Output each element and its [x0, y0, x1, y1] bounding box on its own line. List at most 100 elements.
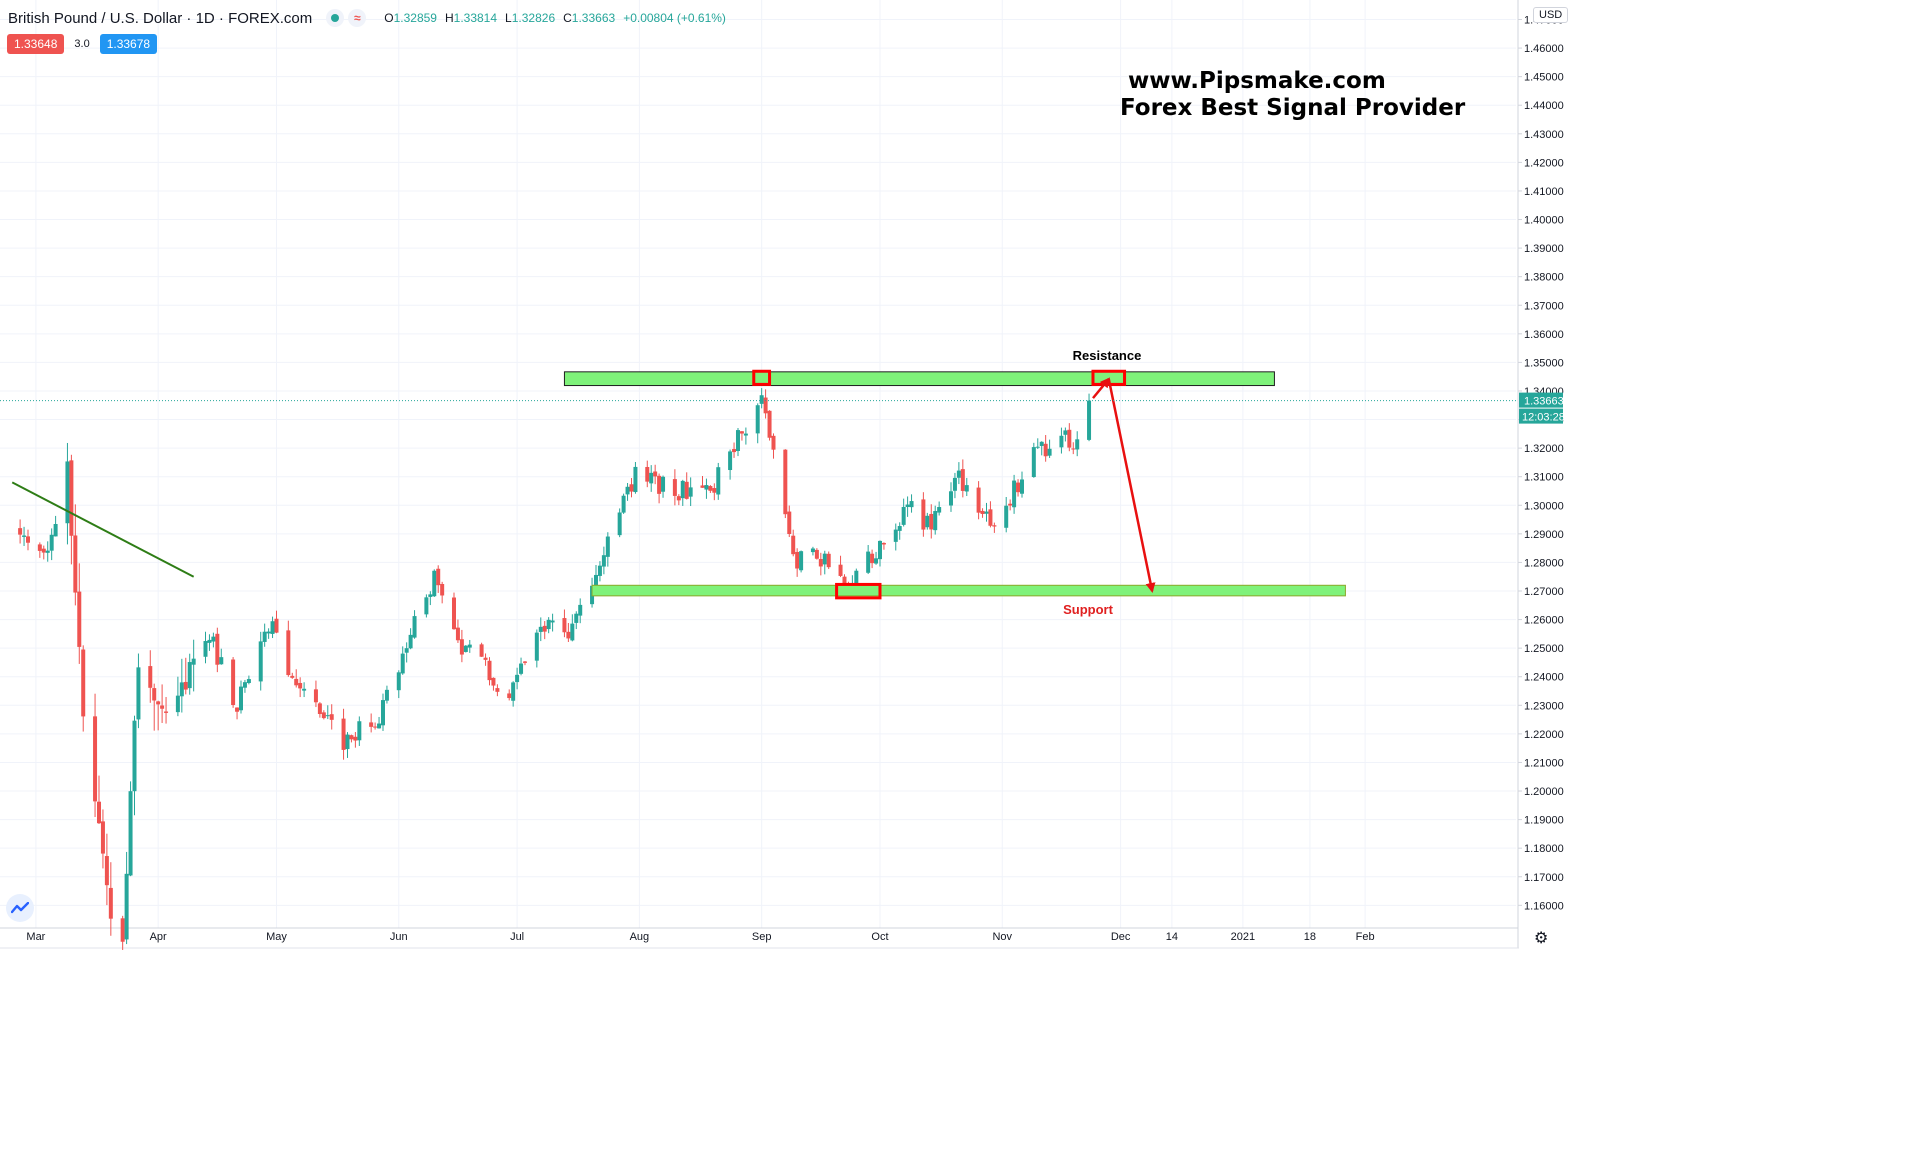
- candle-up: [546, 617, 551, 634]
- symbol-title[interactable]: British Pound / U.S. Dollar · 1D · FOREX…: [8, 9, 313, 27]
- candle-up: [380, 693, 385, 731]
- gear-icon[interactable]: ⚙: [1534, 930, 1549, 947]
- candle-up: [578, 598, 583, 624]
- data-delay-icon[interactable]: ≈: [348, 9, 367, 27]
- candle-body: [645, 466, 650, 482]
- candle-down: [708, 485, 713, 493]
- candle-up: [325, 705, 330, 720]
- candle-body: [921, 499, 926, 530]
- candle-body: [463, 645, 468, 652]
- candle-down: [451, 592, 456, 630]
- candle-body: [451, 597, 456, 630]
- candle-down: [81, 645, 86, 732]
- grid: [0, 0, 1516, 928]
- candle-body: [893, 529, 898, 542]
- candle-down: [929, 504, 934, 539]
- candle-down: [712, 483, 717, 501]
- candles: [18, 388, 1092, 950]
- candle-body: [479, 644, 484, 657]
- candle-body: [601, 555, 606, 567]
- candle-down: [120, 915, 125, 950]
- candle-body: [799, 551, 804, 571]
- candle-body: [53, 523, 58, 537]
- candle-up: [925, 512, 930, 530]
- candle-body: [519, 663, 524, 674]
- candle-body: [317, 703, 322, 715]
- candle-body: [1059, 435, 1064, 448]
- candle-body: [771, 435, 776, 450]
- candle-up: [428, 591, 433, 606]
- candle-up: [688, 477, 693, 507]
- candle-down: [373, 722, 378, 730]
- last-price-badge: [1519, 392, 1563, 408]
- candle-body: [984, 511, 989, 514]
- candle-down: [436, 565, 441, 593]
- candle-up: [207, 634, 212, 651]
- candle-body: [661, 476, 666, 492]
- candle-body: [838, 564, 843, 576]
- candle-down: [921, 492, 926, 537]
- candle-down: [838, 555, 843, 578]
- candle-body: [877, 540, 882, 560]
- candle-body: [826, 553, 831, 568]
- y-tick-label: 1.29000: [1524, 529, 1564, 541]
- candle-body: [321, 712, 326, 719]
- candle-body: [562, 618, 567, 633]
- candle-body: [266, 631, 271, 634]
- candle-down: [1067, 423, 1072, 452]
- candle-up: [191, 639, 196, 692]
- support-label: Support: [1063, 602, 1113, 617]
- candle-up: [1047, 439, 1052, 458]
- candle-body: [231, 659, 236, 705]
- y-tick-label: 1.44000: [1524, 100, 1564, 112]
- candle-up: [661, 475, 666, 498]
- candle-down: [483, 653, 488, 666]
- candle-body: [937, 507, 942, 513]
- candle-body: [77, 591, 82, 647]
- candle-body: [132, 720, 137, 792]
- currency-button[interactable]: USD: [1533, 7, 1569, 23]
- candle-down: [491, 677, 496, 691]
- candle-down: [960, 459, 965, 498]
- y-tick-label: 1.30000: [1524, 500, 1564, 512]
- watermark-line-2: Forex Best Signal Provider: [1120, 95, 1466, 121]
- candle-up: [704, 478, 709, 499]
- candle-body: [81, 649, 86, 717]
- buy-button[interactable]: 1.33678: [99, 34, 158, 54]
- candle-body: [511, 682, 516, 701]
- candle-body: [49, 534, 54, 551]
- candle-body: [412, 616, 417, 638]
- candle-body: [380, 700, 385, 726]
- candle-down: [294, 669, 299, 688]
- y-tick-label: 1.17000: [1524, 872, 1564, 884]
- candle-up: [124, 851, 129, 945]
- candle-body: [120, 918, 125, 942]
- candle-up: [511, 681, 516, 707]
- candle-body: [1031, 447, 1036, 478]
- y-tick-label: 1.16000: [1524, 900, 1564, 912]
- candle-body: [929, 513, 934, 530]
- y-tick-label: 1.41000: [1524, 186, 1564, 198]
- candle-body: [881, 542, 886, 545]
- candle-body: [396, 672, 401, 691]
- candle-down: [795, 548, 800, 577]
- candle-up: [680, 479, 685, 506]
- candle-down: [455, 619, 460, 643]
- x-tick-label: 18: [1304, 931, 1316, 943]
- candle-down: [93, 693, 98, 818]
- candle-down: [25, 529, 30, 551]
- candle-body: [455, 627, 460, 641]
- y-tick-label: 1.35000: [1524, 357, 1564, 369]
- ohlc-open: O1.32859: [384, 11, 437, 25]
- candle-body: [732, 449, 737, 453]
- y-tick-label: 1.31000: [1524, 472, 1564, 484]
- y-tick-label: 1.46000: [1524, 43, 1564, 55]
- market-open-dot-icon[interactable]: [326, 9, 345, 27]
- candle-down: [183, 657, 188, 695]
- tradingview-logo-icon[interactable]: [6, 894, 34, 922]
- x-tick-label: May: [266, 931, 287, 943]
- candle-down: [274, 610, 279, 634]
- sell-button[interactable]: 1.33648: [7, 34, 65, 54]
